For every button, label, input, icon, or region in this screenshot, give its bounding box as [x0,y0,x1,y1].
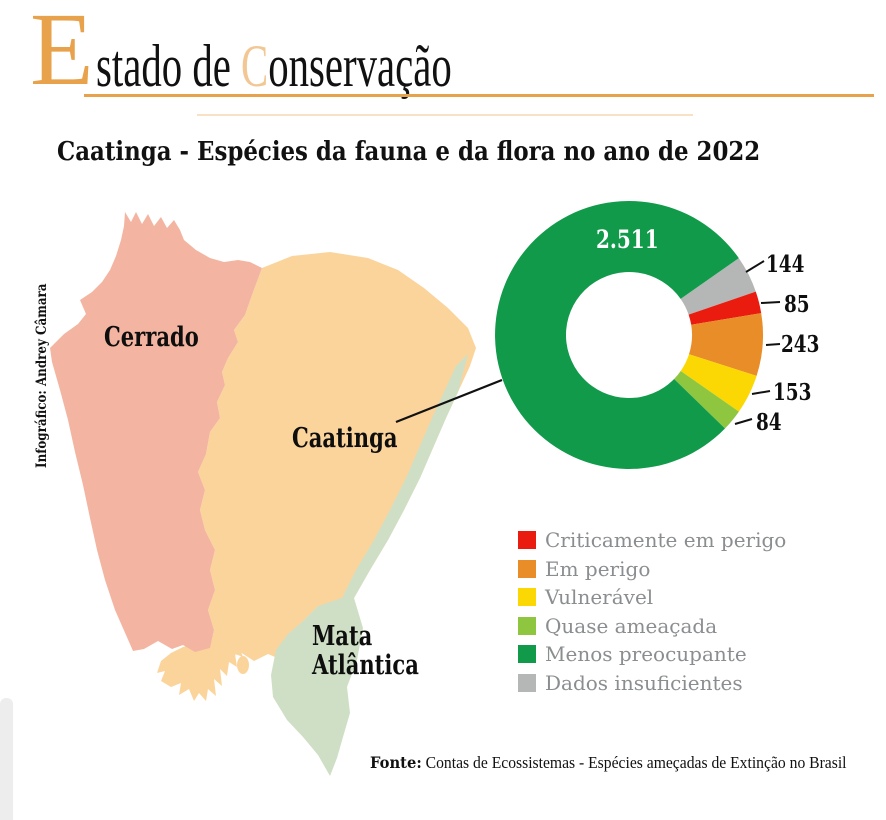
callout-line-85 [760,301,781,304]
callout-line-153 [751,390,771,395]
map-label-cerrado: Cerrado [104,322,199,353]
map-label-caatinga: Caatinga [292,423,398,454]
caatinga-leader-line [395,378,503,424]
page-edge-strip [0,698,13,820]
legend-item-em-perigo: Em perigo [518,556,786,581]
legend-item-quase-ameacada: Quase ameaçada [518,613,786,638]
legend-swatch-red [518,531,536,549]
donut-value-criticamente-em-perigo: 85 [784,291,810,318]
map-caatinga-islet [237,656,249,674]
page-title-accent: C [241,33,269,99]
chart-legend: Criticamente em perigo Em perigo Vulnerá… [518,528,787,695]
legend-item-dados-insuficientes: Dados insuficientes [518,670,786,695]
legend-swatch-green [518,645,536,663]
source-label: Fonte: [370,753,422,772]
header-rule [84,94,874,97]
legend-label: Dados insuficientes [545,670,743,695]
map-region-mata-atlantica [271,354,468,776]
donut-value-dados-insuficientes: 144 [766,251,805,278]
map-label-mata-atlantica: Mata Atlântica [312,622,419,680]
page-title-part1: stado de [96,33,242,99]
callout-line-243 [765,343,781,346]
legend-label: Criticamente em perigo [545,528,787,552]
donut-value-em-perigo: 243 [781,331,820,358]
legend-label: Quase ameaçada [545,613,718,638]
legend-label: Menos preocupante [545,642,747,666]
donut-segment-quase-amea-ada [674,371,739,429]
page-title-part2: onservação [268,33,452,99]
map-caatinga-claws [157,641,243,701]
map-label-mata-line2: Atlântica [312,650,419,681]
callout-line-84 [734,418,753,425]
source-text: Contas de Ecossistemas - Espécies ameçad… [421,753,847,772]
page-title: stado de Conservação [96,36,452,96]
donut-value-menos-preocupante: 2.511 [596,225,659,254]
donut-value-quase-ameacada: 84 [756,409,782,436]
legend-swatch-gray [518,673,536,692]
donut-segment-criticamente-em-perigo [688,291,762,325]
donut-value-vulneravel: 153 [773,379,812,406]
header-rule-faint [197,114,693,116]
legend-swatch-orange [518,559,536,578]
map-label-mata-line1: Mata [312,621,373,652]
donut-segment-menos-preocupante [495,200,739,469]
map-region-caatinga [198,252,476,661]
legend-item-vulneravel: Vulnerável [518,585,786,609]
header-dropcap: E [30,0,94,107]
source-line: Fonte: Contas de Ecossistemas - Espécies… [370,753,847,773]
donut-segment-em-perigo [689,313,763,376]
callout-line-144 [745,260,765,273]
legend-swatch-yellow [518,588,536,606]
chart-title: Caatinga - Espécies da fauna e da flora … [57,137,761,167]
donut-segment-dados-insuficientes [680,258,756,315]
legend-item-criticamente-em-perigo: Criticamente em perigo [518,528,787,552]
legend-item-menos-preocupante: Menos preocupante [518,642,786,666]
donut-segment-vulner-vel [680,354,757,412]
map-region-cerrado [50,212,262,652]
legend-label: Vulnerável [545,585,654,609]
donut-chart [495,200,763,469]
legend-label: Em perigo [545,556,651,581]
legend-swatch-light-green [518,616,536,635]
